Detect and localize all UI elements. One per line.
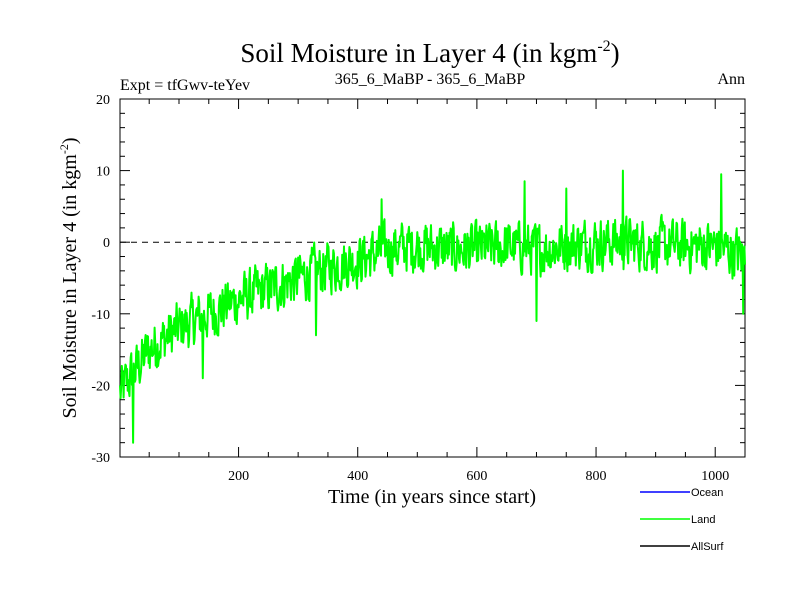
legend-label-allsurf: AllSurf xyxy=(691,541,724,553)
plot-frame xyxy=(119,98,746,458)
experiment-label: Expt = tfGwv-teYev xyxy=(120,77,250,94)
axis-ticks: 200 400 600 800 1000 -30 -20 -10 0 10 20 xyxy=(91,93,746,484)
season-label: Ann xyxy=(717,71,745,88)
legend-label-land: Land xyxy=(691,514,715,526)
series-line-land xyxy=(119,169,746,444)
plot-area: 200 400 600 800 1000 -30 -20 -10 0 10 20 xyxy=(91,93,746,484)
y-axis-label: Soil Moisture in Layer 4 (in kgm-2) xyxy=(57,137,81,418)
x-tick-label: 1000 xyxy=(701,469,729,484)
comparison-label: 365_6_MaBP - 365_6_MaBP xyxy=(335,71,526,88)
x-tick-label: 800 xyxy=(586,469,607,484)
y-tick-label: 0 xyxy=(103,236,110,251)
x-tick-label: 400 xyxy=(347,469,368,484)
chart-title: Soil Moisture in Layer 4 (in kgm-2) xyxy=(240,38,619,68)
x-tick-label: 600 xyxy=(466,469,487,484)
y-tick-label: -20 xyxy=(91,379,110,394)
legend-label-ocean: Ocean xyxy=(691,487,723,499)
x-tick-label: 200 xyxy=(228,469,249,484)
legend: Ocean Land AllSurf xyxy=(640,487,724,553)
x-axis-label: Time (in years since start) xyxy=(328,486,536,508)
y-tick-label: 10 xyxy=(96,165,110,180)
y-tick-label: 20 xyxy=(96,93,110,108)
y-tick-label: -10 xyxy=(91,308,110,323)
y-tick-label: -30 xyxy=(91,451,110,466)
